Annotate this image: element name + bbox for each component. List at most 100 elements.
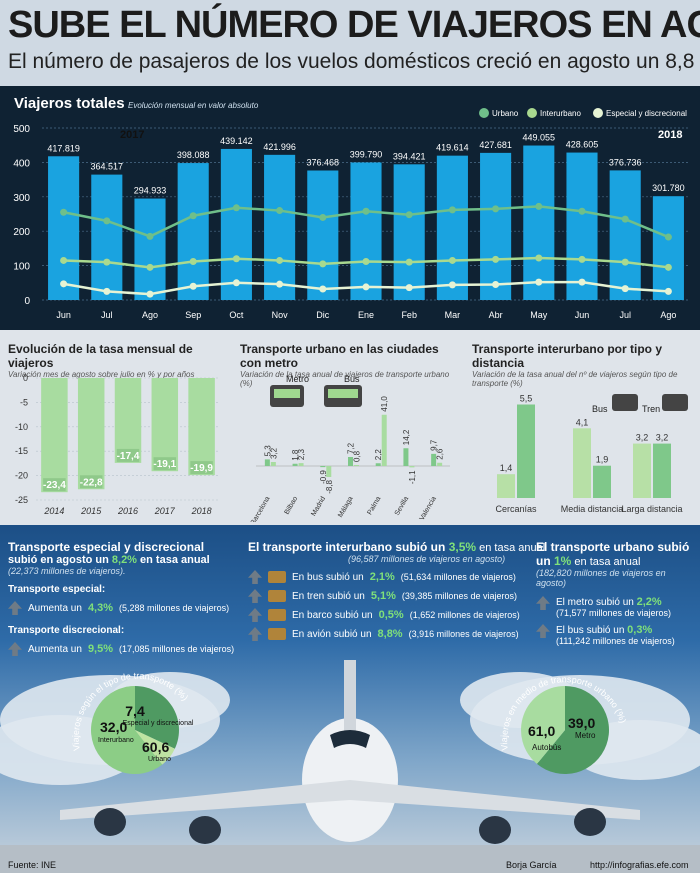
- bar-value-label: 419.614: [436, 143, 469, 153]
- series-point-2: [535, 254, 543, 262]
- bar: [114, 378, 142, 463]
- item-label: En tren subió un: [292, 590, 365, 602]
- y-tick-label: -20: [15, 471, 28, 481]
- series-point-1: [535, 202, 543, 210]
- series-point-3: [405, 284, 413, 292]
- panel-1-subtitle: Variación mes de agosto sobre julio en %…: [8, 370, 195, 379]
- urbano-rate: 1%: [554, 554, 572, 568]
- bar-metro: [348, 457, 353, 466]
- bar-value-label: 417.819: [47, 143, 80, 153]
- interurbano-item: En tren subió un 5,1% (39,385 millones d…: [248, 589, 528, 603]
- bar: [41, 378, 68, 493]
- series-point-1: [621, 215, 629, 223]
- bar-value-label: 3,2: [656, 433, 669, 443]
- bar-label-bg: [190, 461, 213, 475]
- series-point-3: [232, 279, 240, 287]
- x-tick-label: Dic: [316, 310, 329, 320]
- x-tick-label: Jul: [619, 310, 631, 320]
- bar-value-label: -19,1: [153, 459, 176, 470]
- bar-total: [609, 170, 641, 300]
- y-tick-label: -10: [15, 422, 28, 432]
- panel-2-chart: Metro Bus5,33,2Barcelona1,82,3Bilbao-0,9-…: [250, 374, 450, 522]
- bar-value-label: 2,2: [374, 449, 383, 461]
- bar-value-label: 301.780: [652, 183, 685, 193]
- plane-tail: [344, 660, 356, 740]
- bar-total: [436, 155, 468, 300]
- bar-total: [220, 148, 252, 300]
- panel-3: Transporte interurbano por tipo y distan…: [472, 342, 694, 388]
- bar-value-label: 376.468: [307, 157, 340, 167]
- pie-tipo-category-label: Especial y discrecional: [123, 720, 194, 727]
- series-point-1: [146, 232, 154, 240]
- bar-metro: [320, 466, 326, 468]
- series-point-3: [664, 287, 672, 295]
- plane-engine: [94, 808, 126, 836]
- pie-tipo-value-label: 7,4: [125, 703, 145, 719]
- bar-total: [350, 162, 382, 300]
- arrow-up-icon: [536, 596, 550, 610]
- series-point-1: [276, 207, 284, 215]
- bar-total: [48, 156, 80, 300]
- bar-value-label: -22,8: [80, 477, 103, 488]
- panel-2-subtitle: Variación de la tasa anual de viajeros d…: [240, 370, 450, 388]
- panel-1-title: Evolución de la tasa mensual de viajeros: [8, 342, 193, 370]
- series-point-2: [405, 258, 413, 266]
- runway: [0, 845, 700, 873]
- x-tick-label: May: [530, 310, 548, 320]
- bar-bus: [326, 466, 332, 477]
- bar-value-label: 439.142: [220, 136, 253, 146]
- bar-value-label: 421.996: [263, 142, 296, 152]
- y-tick-label: 200: [13, 227, 30, 238]
- pie-urbano-slice: [536, 686, 610, 774]
- bar-bus: [354, 465, 359, 466]
- bar-value-label: 2,3: [297, 448, 306, 460]
- x-tick-label: Jun: [575, 310, 590, 320]
- bus-icon: [612, 394, 638, 411]
- item-value: 2,1%: [369, 571, 395, 583]
- bar-value-label: 0,8: [353, 450, 362, 462]
- bar: [77, 378, 105, 490]
- pie-tipo-category-label: Interurbano: [98, 737, 134, 744]
- panel-2: Transporte urbano en las ciudades con me…: [240, 342, 462, 388]
- bar-label-bg: [43, 478, 66, 492]
- especial-total: (22,373 millones de viajeros).: [8, 566, 126, 576]
- source-url: http://infografias.efe.com: [590, 860, 689, 870]
- bus-pre: El bus subió un: [556, 625, 628, 636]
- series-point-1: [103, 217, 111, 225]
- series-point-3: [60, 280, 68, 288]
- bar-tren: [653, 443, 671, 498]
- x-tick-label: Feb: [401, 310, 417, 320]
- bar-total: [264, 154, 296, 300]
- bar-value-label: 5,3: [263, 445, 272, 457]
- pie-urbano-value-label: 39,0: [568, 715, 595, 731]
- series-point-1: [319, 213, 327, 221]
- series-point-3: [362, 283, 370, 291]
- interurbano-title-pre: El transporte interurbano subió un: [248, 540, 449, 554]
- series-point-3: [189, 282, 197, 290]
- tren-legend-label: Tren: [642, 404, 660, 414]
- bar-value-label: 1,4: [500, 463, 513, 473]
- item-detail: (1,652 millones de viajeros): [409, 610, 520, 620]
- interurbano-total: (96,587 millones de viajeros en agosto): [348, 554, 506, 564]
- series-point-2: [103, 258, 111, 266]
- interurbano-rate: 3,5%: [448, 540, 477, 554]
- metro-icon-window: [274, 389, 300, 398]
- legend-marker-2: [593, 108, 603, 118]
- item-detail: (51,634 millones de viajeros): [400, 572, 516, 582]
- pie-urbano-category-label: Autobús: [532, 743, 561, 752]
- discrecional-aumenta: Aumenta un: [28, 643, 82, 655]
- bar-value-label: 4,1: [576, 417, 589, 427]
- urbano-title2-post: en tasa anual: [571, 556, 641, 568]
- metro-pre: El metro subió un: [556, 597, 637, 608]
- interurbano-title-post: en tasa anual: [476, 542, 546, 554]
- arrow-up-icon: [8, 601, 22, 615]
- bar-total: [307, 170, 339, 300]
- bar-label-bg: [79, 475, 103, 489]
- x-tick-label: Mar: [445, 310, 461, 320]
- bus-legend-label: Bus: [592, 404, 608, 414]
- especial-value: 4,3%: [87, 602, 114, 614]
- y-tick-label: -15: [15, 446, 28, 456]
- bus-value: 0,3%: [627, 624, 653, 636]
